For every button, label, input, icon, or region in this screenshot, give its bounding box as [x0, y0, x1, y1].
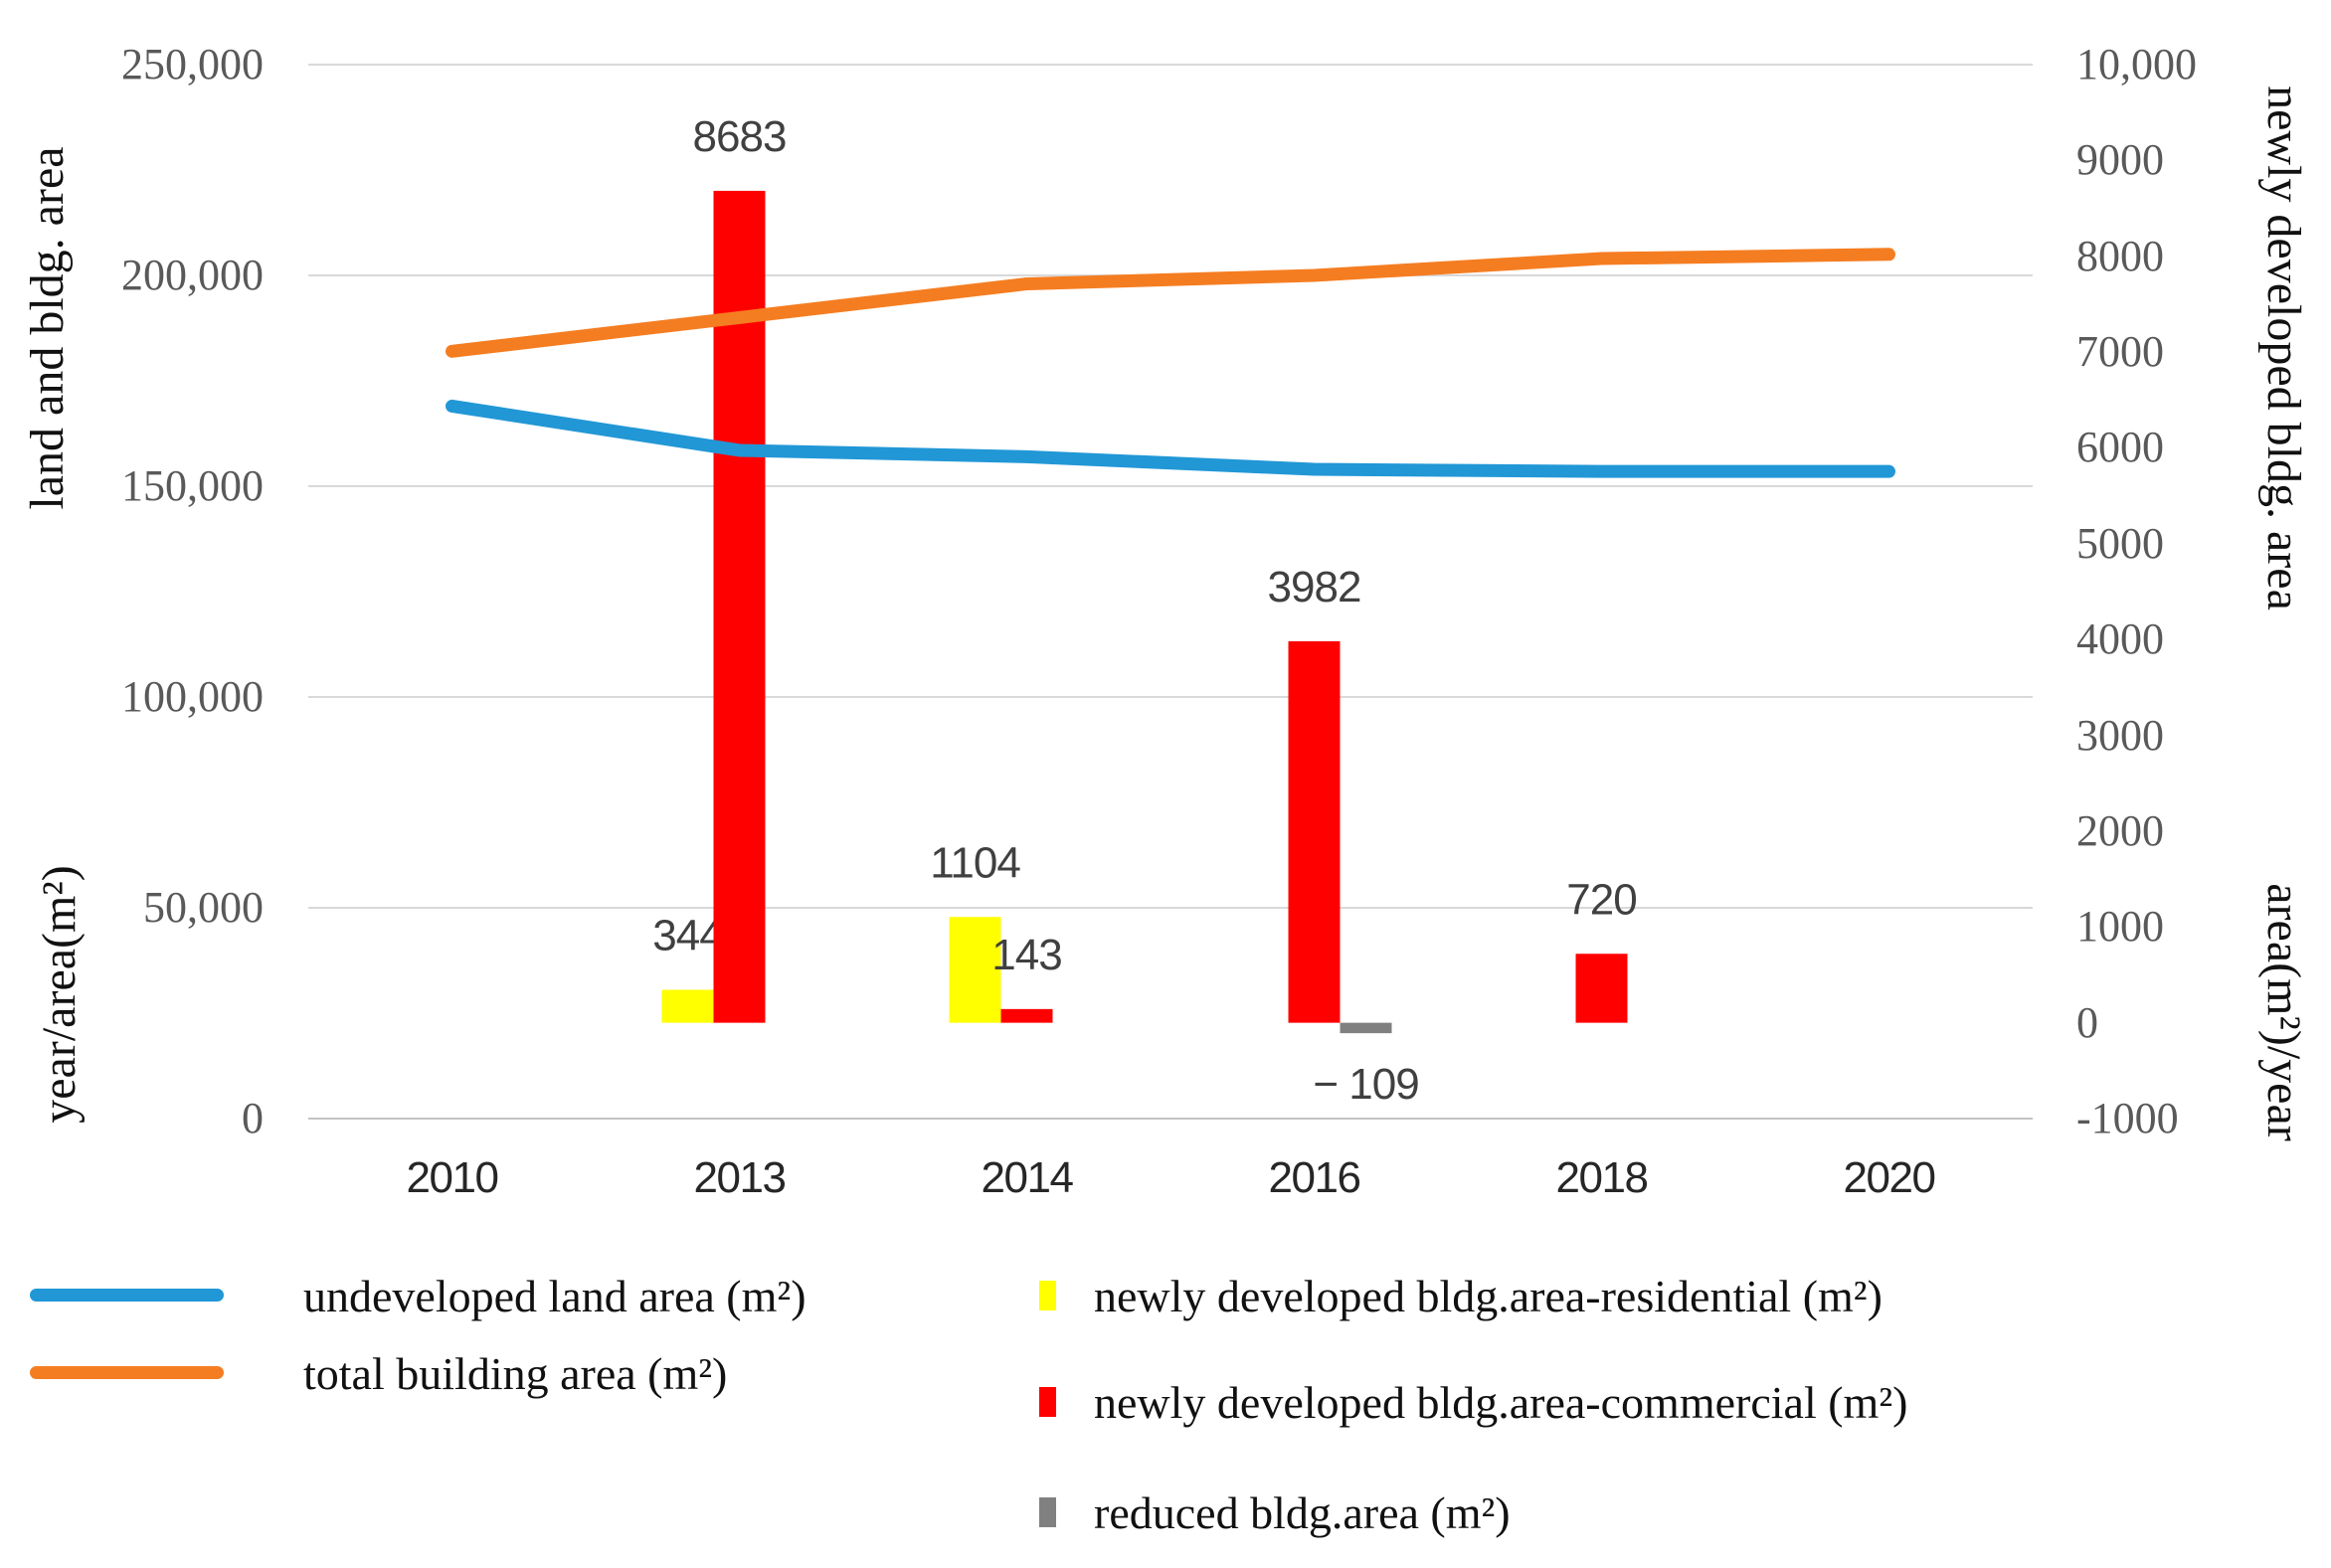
left-axis-title-top: land and bldg. area — [21, 146, 74, 510]
data-label-residential-2014: 1104 — [930, 838, 1020, 887]
legend-square-swatch-reduced — [1039, 1497, 1056, 1527]
legend-label-total-building: total building area (m²) — [303, 1348, 728, 1399]
left-axis-tick-250000: 250,000 — [121, 40, 264, 88]
left-axis-tick-150000: 150,000 — [121, 461, 264, 510]
data-label-commercial-2014: 143 — [991, 931, 1061, 979]
right-axis-tick-7000: 7000 — [2076, 327, 2164, 377]
right-axis-tick-2000: 2000 — [2076, 805, 2164, 855]
legend-label-residential: newly developed bldg.area-residential (m… — [1094, 1271, 1883, 1321]
x-axis-label-2020: 2020 — [1843, 1153, 1936, 1202]
legend-square-swatch-commercial — [1039, 1387, 1056, 1417]
x-axis-label-2016: 2016 — [1268, 1153, 1361, 1202]
x-axis-label-2014: 2014 — [981, 1153, 1074, 1202]
bar-commercial-2014 — [1000, 1008, 1053, 1023]
x-axis-label-2010: 2010 — [406, 1153, 499, 1202]
left-axis-tick-50000: 50,000 — [143, 883, 264, 932]
bar-commercial-2016 — [1288, 640, 1341, 1023]
bar-residential-2014 — [949, 917, 1001, 1023]
bar-residential-2013 — [661, 989, 714, 1023]
right-axis-tick-4000: 4000 — [2076, 614, 2164, 664]
right-axis-tick-8000: 8000 — [2076, 231, 2164, 280]
right-axis-title-bottom: area(m²)/year — [2257, 883, 2310, 1141]
legend-label-undeveloped-land: undeveloped land area (m²) — [303, 1271, 807, 1321]
data-label-commercial-2016: 3982 — [1268, 563, 1361, 611]
data-label-commercial-2018: 720 — [1566, 875, 1636, 924]
legend-label-commercial: newly developed bldg.area-commercial (m²… — [1094, 1377, 1908, 1428]
bar-commercial-2018 — [1575, 954, 1628, 1023]
right-axis-tick-10000: 10,000 — [2076, 40, 2197, 88]
legend-line-swatch-total-building — [30, 1366, 224, 1379]
bar-reduced-2016 — [1340, 1022, 1392, 1034]
right-axis-tick-1000: 1000 — [2076, 902, 2164, 952]
legend-square-swatch-residential — [1039, 1281, 1056, 1310]
right-axis-tick-6000: 6000 — [2076, 423, 2164, 472]
left-axis-tick-0: 0 — [242, 1094, 264, 1142]
left-axis-title-bottom: year/area(m²) — [33, 865, 86, 1124]
right-axis-tick--1000: -1000 — [2076, 1094, 2179, 1142]
line-total-building — [446, 248, 1895, 358]
data-label-commercial-2013: 8683 — [693, 112, 787, 161]
left-axis-tick-200000: 200,000 — [121, 251, 264, 299]
bar-commercial-2013 — [713, 190, 766, 1023]
line-undeveloped-land — [446, 399, 1895, 478]
x-axis-label-2018: 2018 — [1555, 1153, 1649, 1202]
right-axis-tick-3000: 3000 — [2076, 710, 2164, 760]
x-axis-label-2013: 2013 — [693, 1153, 787, 1202]
legend-line-swatch-undeveloped-land — [30, 1289, 224, 1302]
right-axis-tick-5000: 5000 — [2076, 518, 2164, 568]
right-axis-title-top: newly developed bldg. area — [2257, 86, 2310, 610]
right-axis-tick-9000: 9000 — [2076, 135, 2164, 185]
right-axis-tick-0: 0 — [2076, 997, 2098, 1047]
left-axis-tick-100000: 100,000 — [121, 672, 264, 721]
data-label-reduced-2016: − 109 — [1313, 1060, 1418, 1109]
legend-label-reduced: reduced bldg.area (m²) — [1094, 1487, 1511, 1538]
data-label-residential-2013: 344 — [652, 911, 723, 959]
